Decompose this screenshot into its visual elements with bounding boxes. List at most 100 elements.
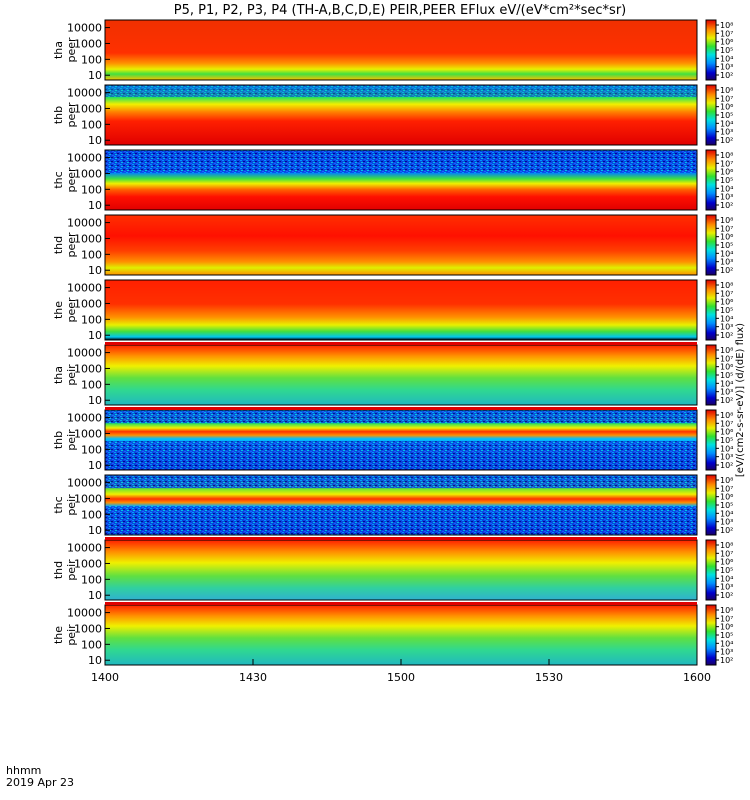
- y-tick-label-thb-peir-1000: 1000: [74, 427, 102, 440]
- y-tick-label-thc-peir-100: 100: [81, 508, 102, 521]
- colorbar-tick-label-thd-peer-3: 10⁵: [720, 241, 733, 250]
- y-tick-label-thc-peer-10000: 10000: [67, 152, 102, 165]
- noise-upper-thc-peer: [105, 150, 697, 173]
- spectrogram-the-peir: [105, 605, 697, 665]
- y-tick-label-thb-peer-100: 100: [81, 118, 102, 131]
- y-tick-label-thb-peer-10000: 10000: [67, 87, 102, 100]
- colorbar-tha-peer: [705, 19, 717, 81]
- colorbar-tick-label-tha-peir-4: 10⁶: [720, 363, 733, 372]
- y-tick-label-the-peer-100: 100: [81, 313, 102, 326]
- colorbar-tick-label-thc-peir-3: 10⁵: [720, 501, 733, 510]
- colorbar-tick-label-thc-peer-0: 10²: [720, 201, 733, 210]
- panel-label-probe-thb-peer: thb: [52, 106, 65, 124]
- colorbar-tick-label-the-peir-3: 10⁵: [720, 631, 733, 640]
- y-tick-label-the-peir-10000: 10000: [67, 607, 102, 620]
- panel-label-product-tha-peer: peer: [65, 37, 78, 63]
- panel-label-product-thd-peir: peir: [65, 559, 78, 581]
- colorbar-tick-label-thb-peer-0: 10²: [720, 136, 733, 145]
- y-tick-label-thd-peir-10: 10: [88, 589, 102, 602]
- noise-upper-thb-peer: [105, 85, 697, 97]
- y-tick-label-thc-peir-10: 10: [88, 524, 102, 537]
- date-label: 2019 Apr 23: [6, 776, 74, 789]
- colorbar-tick-label-thc-peer-1: 10³: [720, 193, 733, 202]
- colorbar-tick-label-tha-peer-6: 10⁸: [720, 21, 733, 30]
- x-tick-label-1430: 1430: [239, 671, 267, 684]
- colorbar-tick-label-thc-peir-0: 10²: [720, 526, 733, 535]
- colorbar-tick-label-thc-peir-6: 10⁸: [720, 476, 733, 485]
- y-tick-label-thd-peer-10000: 10000: [67, 217, 102, 230]
- panel-frame-tha-peer: [104, 19, 698, 81]
- colorbar-tick-label-the-peir-4: 10⁶: [720, 623, 733, 632]
- y-tick-label-the-peer-10000: 10000: [67, 282, 102, 295]
- panel-label-product-thb-peir: peir: [65, 429, 78, 451]
- colorbar-tick-label-thb-peer-4: 10⁶: [720, 103, 733, 112]
- colorbar-tick-label-thc-peir-2: 10⁴: [720, 509, 733, 518]
- y-tick-label-thc-peir-1000: 1000: [74, 492, 102, 505]
- colorbar-tick-label-thd-peir-5: 10⁷: [720, 549, 733, 558]
- y-tick-label-thd-peer-1000: 1000: [74, 232, 102, 245]
- colorbar-tick-label-the-peir-6: 10⁸: [720, 606, 733, 615]
- colorbar-tick-label-tha-peir-0: 10²: [720, 396, 733, 405]
- panel-label-probe-the-peer: the: [52, 301, 65, 319]
- colorbar-tick-label-thc-peer-2: 10⁴: [720, 184, 733, 193]
- colorbar-tick-label-the-peer-5: 10⁷: [720, 289, 733, 298]
- y-tick-label-tha-peir-10000: 10000: [67, 347, 102, 360]
- availability-bar-0: [105, 342, 697, 345]
- colorbar-tick-label-tha-peer-2: 10⁴: [720, 54, 733, 63]
- y-tick-label-the-peir-10: 10: [88, 654, 102, 667]
- colorbar-tick-label-thd-peer-5: 10⁷: [720, 224, 733, 233]
- colorbar-tick-label-tha-peer-3: 10⁵: [720, 46, 733, 55]
- y-tick-label-the-peer-1000: 1000: [74, 297, 102, 310]
- colorbar-tick-label-thb-peer-2: 10⁴: [720, 119, 733, 128]
- y-tick-label-the-peir-100: 100: [81, 638, 102, 651]
- colorbar-tick-label-thc-peer-5: 10⁷: [720, 159, 733, 168]
- panel-label-probe-the-peir: the: [52, 626, 65, 644]
- y-tick-label-tha-peer-10: 10: [88, 69, 102, 82]
- y-tick-label-tha-peer-100: 100: [81, 53, 102, 66]
- y-tick-label-tha-peir-10: 10: [88, 394, 102, 407]
- colorbar-tick-label-thd-peer-1: 10³: [720, 258, 733, 267]
- y-tick-label-thd-peir-10000: 10000: [67, 542, 102, 555]
- panel-label-probe-thd-peer: thd: [52, 236, 65, 254]
- noise-lower-thc-peir: [105, 506, 697, 535]
- availability-bar-3: [105, 602, 697, 605]
- colorbar-thd-peer: [705, 214, 717, 276]
- colorbar-tha-peir: [705, 344, 717, 406]
- y-tick-label-thc-peir-10000: 10000: [67, 477, 102, 490]
- colorbar-tick-label-the-peir-2: 10⁴: [720, 639, 733, 648]
- colorbar-tick-label-tha-peir-6: 10⁸: [720, 346, 733, 355]
- colorbar-tick-label-thb-peer-1: 10³: [720, 128, 733, 137]
- y-tick-label-tha-peer-1000: 1000: [74, 37, 102, 50]
- availability-bar-2: [105, 537, 697, 540]
- panel-label-product-tha-peir: peir: [65, 364, 78, 386]
- colorbar-tick-label-thd-peer-2: 10⁴: [720, 249, 733, 258]
- colorbar-the-peer: [705, 279, 717, 341]
- colorbar-tick-label-thd-peer-6: 10⁸: [720, 216, 733, 225]
- x-axis: 1400 1430 1500 1530 1600: [91, 659, 711, 684]
- x-tick-label-1600: 1600: [683, 671, 711, 684]
- colorbar-tick-label-thc-peer-3: 10⁵: [720, 176, 733, 185]
- colorbar-tick-label-thc-peir-5: 10⁷: [720, 484, 733, 493]
- colorbar-thd-peir: [705, 539, 717, 601]
- y-tick-label-the-peir-1000: 1000: [74, 622, 102, 635]
- colorbar-tick-label-tha-peer-1: 10³: [720, 63, 733, 72]
- noise-lower-thb-peir: [105, 441, 697, 470]
- colorbar-thc-peer: [705, 149, 717, 211]
- panel-label-product-the-peer: peer: [65, 297, 78, 323]
- y-tick-label-thd-peir-100: 100: [81, 573, 102, 586]
- panel-label-product-the-peir: peir: [65, 624, 78, 646]
- spectrogram-the-peer: [105, 280, 697, 340]
- colorbar-tick-label-thb-peir-2: 10⁴: [720, 444, 733, 453]
- colorbar-tick-label-thd-peir-4: 10⁶: [720, 558, 733, 567]
- colorbar-tick-label-thd-peer-4: 10⁶: [720, 233, 733, 242]
- panel-label-probe-thc-peir: thc: [52, 496, 65, 513]
